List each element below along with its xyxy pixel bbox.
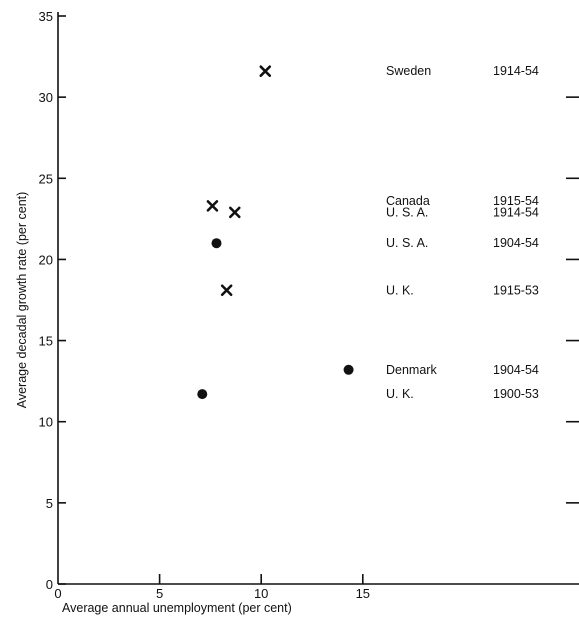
annotation-period: 1900-53: [493, 387, 539, 401]
cross-stroke: [259, 65, 272, 77]
y-tick-label: 25: [39, 171, 53, 186]
y-tick-label: 5: [46, 496, 53, 511]
cross-marker: [220, 284, 233, 297]
annotation-country: Sweden: [386, 64, 431, 78]
annotation-country: U. K.: [386, 283, 414, 297]
annotations-layer: Sweden 1914-54 Canada 1915-54 U. S. A. 1914-5…: [386, 64, 539, 401]
annotation-period: 1904-54: [493, 236, 539, 250]
x-tick-label: 0: [54, 586, 61, 601]
cross-marker: [259, 65, 272, 77]
annotation-country: Canada: [386, 194, 430, 208]
y-tick-label: 10: [39, 415, 53, 430]
dot-marker: [197, 389, 208, 400]
dot-marker: [211, 238, 222, 249]
annotation-country: U. S. A.: [386, 236, 428, 250]
y-tick-label: 30: [39, 90, 53, 105]
annotation-period: 1915-54: [493, 194, 539, 208]
y-tick-label: 0: [46, 577, 53, 592]
y-tick-label: 35: [39, 9, 53, 24]
dot-marker: [343, 364, 354, 375]
cross-marker: [228, 206, 241, 219]
cross-marker: [206, 200, 219, 212]
annotation-period: 1904-54: [493, 363, 539, 377]
cross-stroke: [220, 284, 233, 297]
annotation-period: 1914-54: [493, 205, 539, 219]
annotation-country: U. S. A.: [386, 205, 428, 219]
y-tick-label: 20: [39, 252, 53, 267]
x-tick-label: 15: [356, 586, 370, 601]
annotation-period: 1914-54: [493, 64, 539, 78]
annotation-country: U. K.: [386, 387, 414, 401]
y-tick-label: 15: [39, 334, 53, 349]
cross-stroke: [206, 200, 219, 212]
cross-stroke: [228, 206, 241, 219]
annotation-country: Denmark: [386, 363, 437, 377]
x-tick-label: 10: [254, 586, 268, 601]
x-tick-label: 5: [156, 586, 163, 601]
annotation-period: 1915-53: [493, 283, 539, 297]
y-axis-title: Average decadal growth rate (per cent): [15, 192, 29, 409]
ticks-layer: 0 5 10 15 20 25 30 35 0 5 10 15: [39, 9, 579, 601]
marks-layer: [197, 65, 354, 400]
x-axis-title: Average annual unemployment (per cent): [62, 601, 292, 615]
